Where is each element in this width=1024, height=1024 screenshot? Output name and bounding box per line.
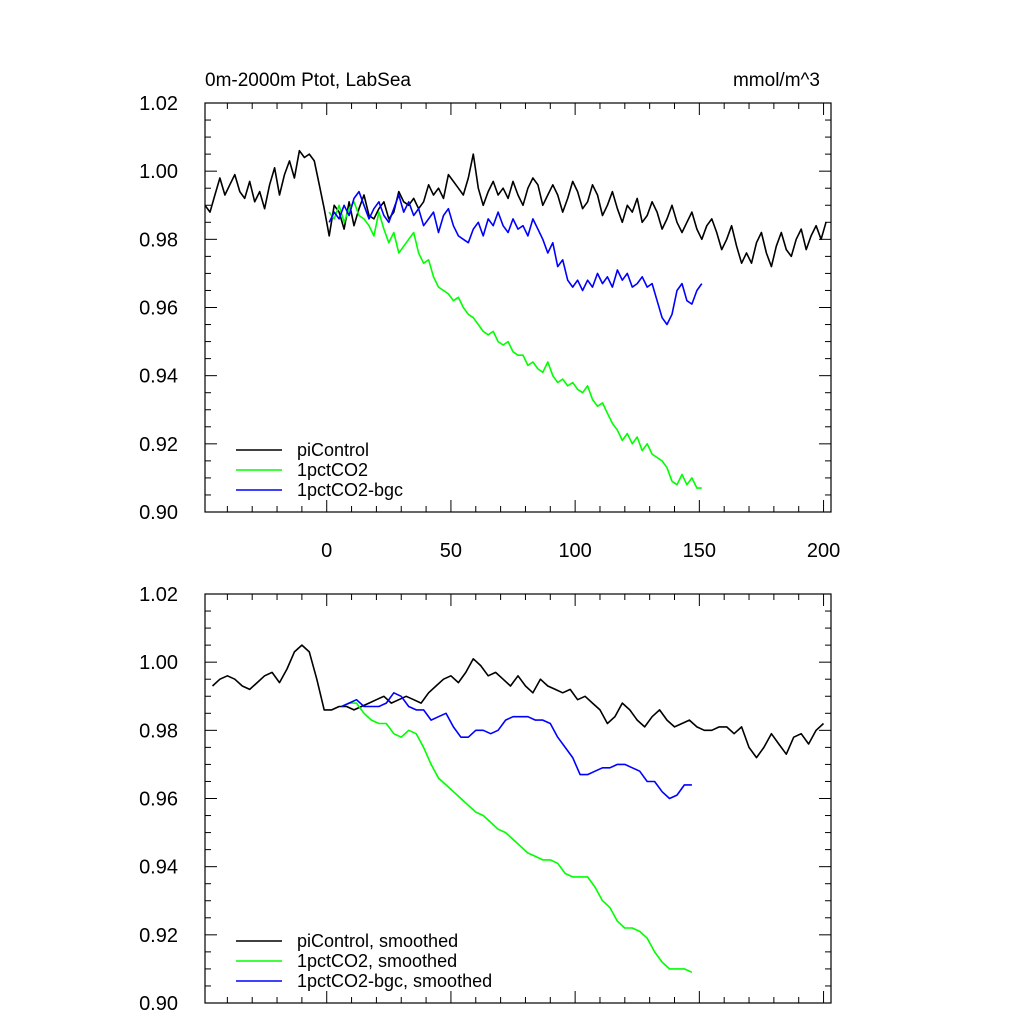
y-tick-label: 1.00 <box>139 161 178 183</box>
y-tick-label: 0.90 <box>139 993 178 1015</box>
series-line <box>328 201 702 489</box>
y-tick-label: 0.94 <box>139 857 178 879</box>
y-tick-label: 0.92 <box>139 434 178 456</box>
y-tick-label: 0.90 <box>139 502 178 524</box>
y-tick-label: 0.96 <box>139 298 178 320</box>
x-tick-label: 50 <box>440 540 462 562</box>
y-tick-label: 0.98 <box>139 720 178 742</box>
x-tick-label: 0 <box>321 540 332 562</box>
legend-entry: 1pctCO2 <box>297 460 368 480</box>
y-tick-label: 1.02 <box>139 93 178 115</box>
x-tick-label: 200 <box>807 540 840 562</box>
legend-entry: piControl, smoothed <box>297 931 458 951</box>
legend-entry: 1pctCO2-bgc, smoothed <box>297 971 492 991</box>
y-tick-label: 1.00 <box>139 652 178 674</box>
series-line <box>341 692 692 800</box>
legend-entry: piControl <box>297 440 369 460</box>
x-tick-label: 150 <box>683 540 716 562</box>
legend-entry: 1pctCO2, smoothed <box>297 951 457 971</box>
bottom-panel: 0.90 0.92 0.94 0.96 0.98 1.00 1.02 piControl, s… <box>139 584 832 1015</box>
y-tick-label: 0.94 <box>139 366 178 388</box>
series-line <box>211 644 825 759</box>
series-line <box>328 190 703 326</box>
top-units: mmol/m^3 <box>733 70 820 91</box>
y-tick-label: 0.98 <box>139 229 178 251</box>
y-tick-label: 0.96 <box>139 789 178 811</box>
x-tick-label: 100 <box>558 540 591 562</box>
top-title: 0m-2000m Ptot, LabSea <box>205 70 411 91</box>
legend-entry: 1pctCO2-bgc <box>297 480 403 500</box>
series-line <box>204 149 827 268</box>
series-line <box>341 702 693 974</box>
y-tick-label: 0.92 <box>139 925 178 947</box>
y-tick-label: 1.02 <box>139 584 178 606</box>
top-panel: 0m-2000m Ptot, LabSea mmol/m^3 0.90 0.92 0… <box>139 70 840 562</box>
